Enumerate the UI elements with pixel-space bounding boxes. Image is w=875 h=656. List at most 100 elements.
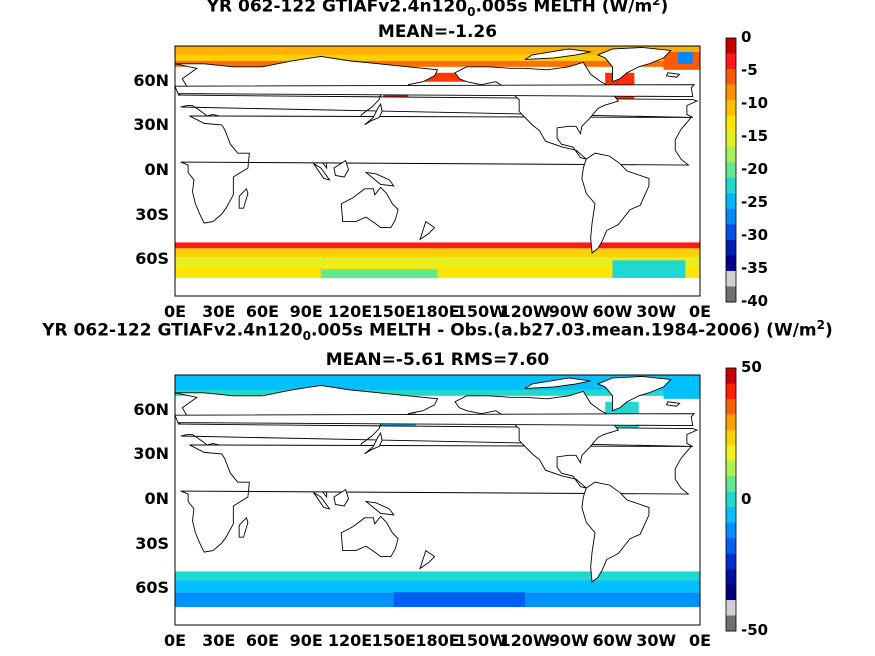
southern-ocean-cyan-patch (320, 269, 438, 279)
lon-tick-label: 60W (592, 302, 633, 321)
antarctica (175, 278, 700, 296)
colorbar-tick-label: -25 (741, 193, 769, 211)
colorbar-segment (726, 491, 736, 508)
lon-tick-label: 120E (327, 631, 373, 650)
continent-outline-4 (581, 481, 650, 583)
lat-tick-label: 0N (144, 160, 169, 179)
continent-outline-10 (313, 492, 331, 510)
colorbar-tick-label: -35 (741, 259, 769, 277)
lat-tick-label: 30N (133, 115, 169, 135)
colorbar-segment (726, 553, 736, 570)
colorbar-segment (726, 38, 736, 55)
colorbar-segment (726, 476, 736, 493)
continent-outline-2 (340, 515, 399, 557)
continent-outline-9 (333, 488, 350, 507)
continent-outline-4 (581, 152, 650, 254)
colorbar-segment (726, 208, 736, 225)
colorbar-tick-label: 50 (741, 358, 762, 376)
lon-tick-label: 120E (327, 302, 373, 321)
lon-tick-label: 90E (289, 631, 323, 650)
colorbar-segment (726, 239, 736, 256)
colorbar-tick-label: -15 (741, 127, 769, 145)
continent-outline-11 (364, 171, 395, 187)
continent-outline-7 (364, 102, 383, 126)
continent-outline-8 (238, 517, 249, 538)
lon-tick-label: 150E (371, 631, 416, 650)
colorbar-segment (726, 224, 736, 241)
arctic-field-2 (175, 54, 700, 64)
greenland-sea-field (663, 380, 700, 399)
lon-tick-label: 0E (688, 302, 712, 321)
colorbar-segment (726, 398, 736, 415)
lon-tick-label: 90E (289, 302, 323, 321)
colorbar-segment (726, 538, 736, 555)
continent-outline-5 (596, 47, 672, 83)
colorbar-segment (726, 383, 736, 400)
continent-outline-13 (524, 377, 591, 389)
bottom-panel-title: YR 062-122 GTIAFv2.4n1200.005s MELTH - O… (42, 318, 833, 344)
arctic-edge (175, 389, 700, 396)
lon-tick-label: 150E (371, 302, 416, 321)
lat-tick-label: 30S (135, 204, 169, 224)
colorbar-segment (726, 162, 736, 179)
continent-outline-2 (340, 186, 399, 228)
continent-outline-8 (238, 188, 249, 209)
southern-ocean-dark-patch (393, 592, 525, 608)
lon-tick-label: 120W (499, 302, 551, 321)
colorbar-segment (726, 600, 736, 617)
continent-outline-10 (313, 163, 331, 181)
continent-outline-12 (419, 549, 436, 570)
lon-tick-label: 60E (245, 302, 280, 321)
colorbar-tick-label: 0 (741, 28, 752, 46)
bottom-panel-subtitle: MEAN=-5.61 RMS=7.60 (325, 350, 550, 370)
bering-field (408, 72, 467, 82)
colorbar-segment (726, 146, 736, 163)
colorbar-segment (726, 429, 736, 446)
continent-outline-14 (665, 401, 681, 407)
southern-ocean-south (175, 257, 700, 267)
colorbar-segment (726, 177, 736, 194)
colorbar-segment (726, 84, 736, 101)
southern-ocean-edge (175, 242, 700, 249)
lon-tick-label: 180E (415, 631, 460, 650)
lon-tick-label: 60E (245, 631, 280, 650)
lon-tick-label: 30W (636, 302, 677, 321)
lon-tick-label: 60W (592, 631, 633, 650)
lon-tick-label: 120W (499, 631, 551, 650)
lat-tick-label: 30N (133, 444, 169, 464)
southern-ocean-edge (175, 571, 700, 581)
top-panel-title: YR 062-122 GTIAFv2.4n1200.005s MELTH (W/… (206, 0, 669, 20)
colorbar-tick-label: -5 (741, 61, 758, 79)
lon-tick-label: 0E (163, 302, 187, 321)
barents-patch (678, 51, 693, 64)
colorbar-segment (726, 460, 736, 477)
arctic-field (175, 46, 700, 55)
lat-tick-label: 60N (133, 399, 169, 419)
lon-tick-label: 30E (202, 302, 236, 321)
lon-tick-label: 0E (163, 631, 187, 650)
colorbar-segment (726, 584, 736, 601)
lon-tick-label: 150W (455, 302, 507, 321)
lon-tick-label: 30W (636, 631, 677, 650)
lon-tick-label: 30E (202, 631, 236, 650)
colorbar-segment (726, 131, 736, 148)
colorbar-segment (726, 615, 736, 632)
colorbar-segment (726, 255, 736, 272)
colorbar-segment (726, 53, 736, 70)
continent-outline-1 (180, 115, 693, 224)
lon-tick-label: 180E (415, 302, 460, 321)
lat-tick-label: 30S (135, 533, 169, 553)
colorbar-tick-label: -50 (741, 621, 769, 639)
colorbar-segment (726, 507, 736, 524)
continent-outline-6 (174, 413, 696, 427)
colorbar-segment (726, 569, 736, 586)
lon-tick-label: 0E (688, 631, 712, 650)
colorbar-segment (726, 445, 736, 462)
colorbar-segment (726, 270, 736, 287)
continent-outline-13 (524, 48, 591, 60)
lon-tick-label: 90W (548, 631, 589, 650)
weddell-patch (612, 260, 686, 279)
colorbar-segment (726, 368, 736, 384)
continent-outline-5 (596, 376, 672, 412)
